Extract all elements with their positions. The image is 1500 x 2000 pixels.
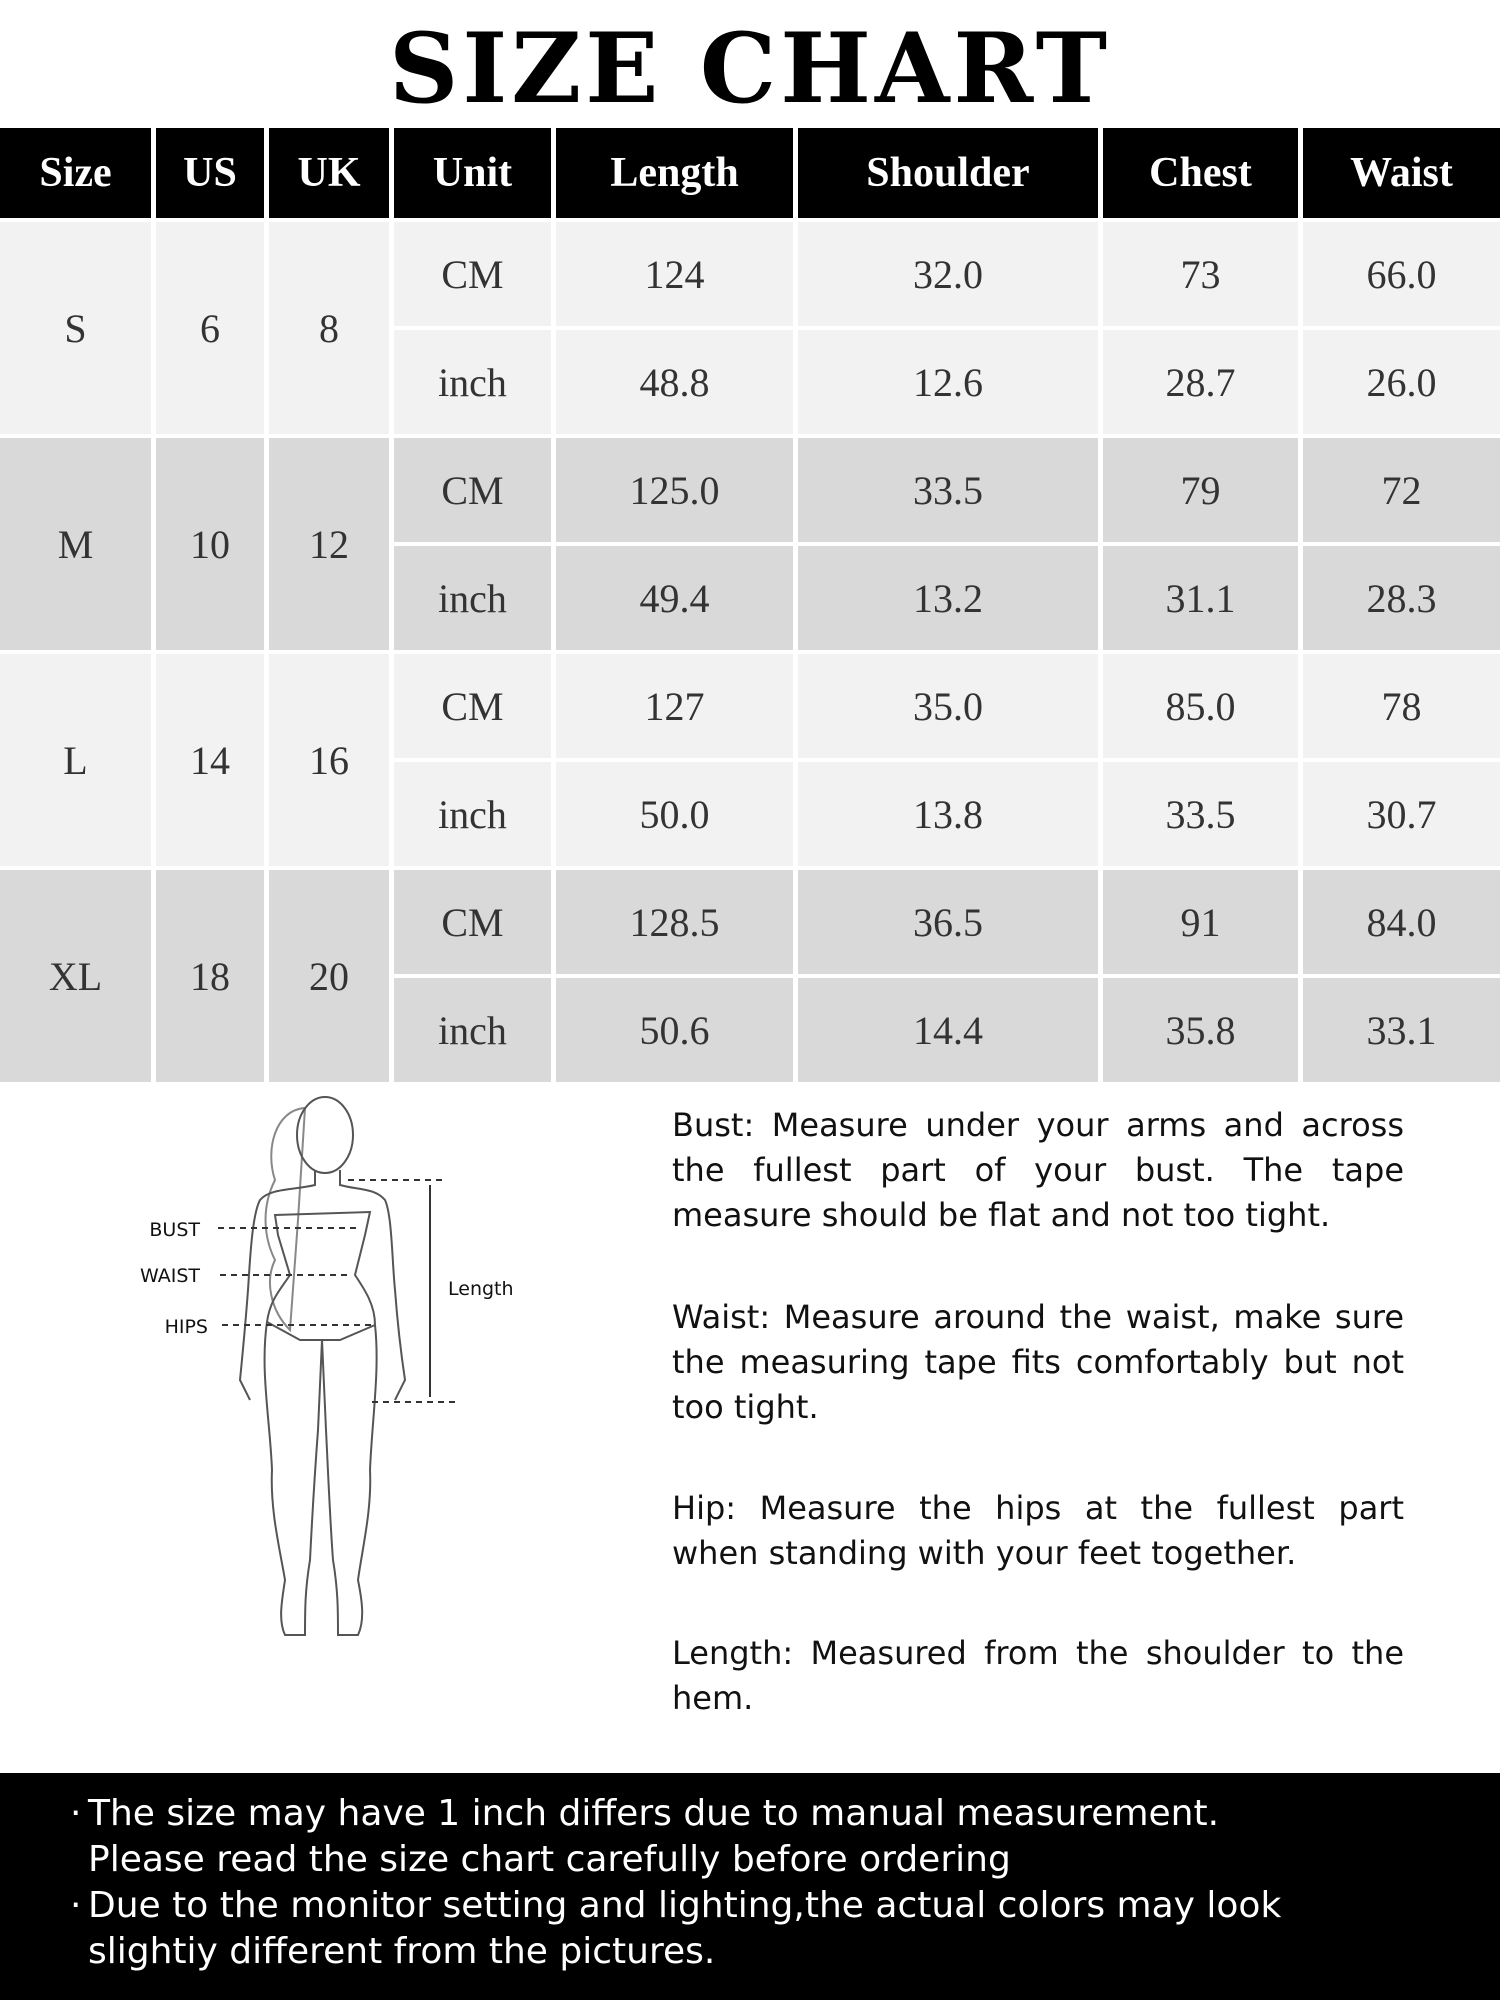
- woman-outline-icon: [238, 1096, 407, 1636]
- measurement-cell: 72: [1303, 438, 1500, 542]
- unit-cell: inch: [394, 762, 551, 866]
- measurement-cell: 35.8: [1103, 978, 1298, 1082]
- measurement-cell: 49.4: [556, 546, 793, 650]
- measurement-cell: 50.0: [556, 762, 793, 866]
- note-item: · Due to the monitor setting and lightin…: [70, 1883, 1488, 1975]
- measurement-cell: 33.5: [798, 438, 1098, 542]
- unit-cell: CM: [394, 438, 551, 542]
- measurement-cell: 128.5: [556, 870, 793, 974]
- measurement-cell: 14.4: [798, 978, 1098, 1082]
- measurement-cell: 31.1: [1103, 546, 1298, 650]
- uk-size-cell: 8: [269, 222, 389, 434]
- unit-cell: CM: [394, 654, 551, 758]
- us-size-cell: 10: [156, 438, 264, 650]
- measurement-cell: 127: [556, 654, 793, 758]
- column-header-unit: Unit: [394, 128, 551, 218]
- measurement-cell: 30.7: [1303, 762, 1500, 866]
- length-description: Length: Measured from the shoulder to th…: [672, 1634, 1404, 1717]
- note-line: Due to the monitor setting and lighting,…: [88, 1885, 1282, 1926]
- measurement-cell: 13.8: [798, 762, 1098, 866]
- hips-label: HIPS: [165, 1316, 208, 1338]
- note-item: · The size may have 1 inch differs due t…: [70, 1791, 1488, 1883]
- note-line: The size may have 1 inch differs due to …: [88, 1793, 1220, 1834]
- note-line: Please read the size chart carefully bef…: [88, 1839, 1011, 1880]
- bust-label: BUST: [149, 1219, 200, 1241]
- measurement-cell: 79: [1103, 438, 1298, 542]
- page-title: SIZE CHART: [388, 12, 1112, 125]
- length-label: Length: [448, 1278, 514, 1300]
- us-size-cell: 6: [156, 222, 264, 434]
- size-cell: M: [0, 438, 151, 650]
- footer-notes: · The size may have 1 inch differs due t…: [0, 1773, 1500, 2000]
- size-cell: XL: [0, 870, 151, 1082]
- body-measurement-figure: BUST WAIST HIPS Length: [140, 1096, 514, 1636]
- measurement-cell: 91: [1103, 870, 1298, 974]
- measurement-cell: 36.5: [798, 870, 1098, 974]
- waist-label: WAIST: [140, 1265, 200, 1287]
- size-table: Size US UK Unit Length Shoulder Chest Waist S 6 8 C…: [0, 128, 1500, 1082]
- measurement-cell: 48.8: [556, 330, 793, 434]
- measurement-cell: 66.0: [1303, 222, 1500, 326]
- unit-cell: inch: [394, 330, 551, 434]
- waist-description: Waist: Measure around the waist, make su…: [672, 1298, 1404, 1426]
- us-size-cell: 14: [156, 654, 264, 866]
- note-line: slightiy different from the pictures.: [88, 1931, 716, 1972]
- measurement-cell: 50.6: [556, 978, 793, 1082]
- column-header-waist: Waist: [1303, 128, 1500, 218]
- unit-cell: CM: [394, 870, 551, 974]
- uk-size-cell: 16: [269, 654, 389, 866]
- us-size-cell: 18: [156, 870, 264, 1082]
- measurement-cell: 84.0: [1303, 870, 1500, 974]
- measurement-cell: 78: [1303, 654, 1500, 758]
- column-header-us: US: [156, 128, 264, 218]
- measurement-cell: 33.5: [1103, 762, 1298, 866]
- measurement-cell: 32.0: [798, 222, 1098, 326]
- uk-size-cell: 12: [269, 438, 389, 650]
- measurement-cell: 12.6: [798, 330, 1098, 434]
- column-header-chest: Chest: [1103, 128, 1298, 218]
- measurement-cell: 28.7: [1103, 330, 1298, 434]
- measurement-cell: 85.0: [1103, 654, 1298, 758]
- size-cell: S: [0, 222, 151, 434]
- measurement-cell: 35.0: [798, 654, 1098, 758]
- column-header-length: Length: [556, 128, 793, 218]
- measurement-cell: 28.3: [1303, 546, 1500, 650]
- measurement-cell: 125.0: [556, 438, 793, 542]
- unit-cell: inch: [394, 978, 551, 1082]
- column-header-size: Size: [0, 128, 151, 218]
- measure-lines: [218, 1179, 458, 1403]
- measurement-cell: 73: [1103, 222, 1298, 326]
- bullet-icon: ·: [70, 1885, 82, 1926]
- measurement-cell: 26.0: [1303, 330, 1500, 434]
- column-header-shoulder: Shoulder: [798, 128, 1098, 218]
- hip-description: Hip: Measure the hips at the fullest par…: [672, 1489, 1404, 1572]
- column-header-uk: UK: [269, 128, 389, 218]
- bust-description: Bust: Measure under your arms and across…: [672, 1106, 1404, 1234]
- uk-size-cell: 20: [269, 870, 389, 1082]
- unit-cell: CM: [394, 222, 551, 326]
- size-cell: L: [0, 654, 151, 866]
- measurement-cell: 33.1: [1303, 978, 1500, 1082]
- measurement-cell: 13.2: [798, 546, 1098, 650]
- measurement-cell: 124: [556, 222, 793, 326]
- unit-cell: inch: [394, 546, 551, 650]
- bullet-icon: ·: [70, 1793, 82, 1834]
